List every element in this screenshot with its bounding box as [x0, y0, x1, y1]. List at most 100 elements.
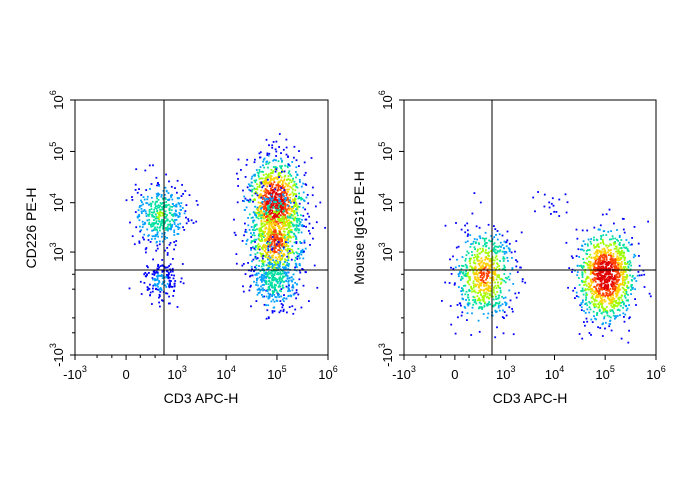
event-point	[158, 214, 160, 217]
event-point	[488, 301, 490, 303]
event-point	[601, 270, 604, 273]
event-point	[457, 245, 460, 248]
event-point	[262, 216, 265, 218]
event-point	[281, 200, 284, 202]
event-point	[243, 209, 246, 211]
event-point	[262, 171, 264, 173]
event-point	[276, 282, 279, 285]
event-point	[272, 225, 275, 228]
event-point	[617, 261, 620, 264]
event-point	[608, 275, 610, 278]
event-point	[273, 238, 276, 241]
event-point	[281, 159, 283, 162]
event-point	[272, 202, 275, 205]
event-point	[292, 199, 295, 202]
event-point	[162, 281, 165, 283]
event-point	[302, 206, 305, 209]
event-point	[631, 288, 634, 290]
y-axis-label: CD226 PE-H	[23, 188, 39, 269]
event-point	[503, 250, 506, 253]
event-point	[486, 262, 489, 265]
event-point	[599, 224, 602, 227]
event-point	[458, 272, 461, 275]
event-point	[589, 290, 592, 293]
event-point	[156, 217, 159, 220]
event-point	[596, 293, 599, 296]
event-point	[267, 262, 270, 264]
event-point	[600, 276, 603, 279]
event-point	[173, 274, 175, 277]
event-point	[601, 262, 603, 264]
event-point	[277, 215, 279, 218]
event-point	[278, 233, 281, 235]
event-point	[626, 261, 629, 263]
event-point	[280, 204, 283, 207]
event-point	[295, 211, 298, 214]
event-point	[146, 273, 148, 276]
event-point	[155, 207, 158, 210]
event-point	[244, 222, 246, 225]
event-point	[161, 235, 163, 238]
event-point	[165, 274, 168, 276]
event-point	[597, 267, 599, 270]
event-point	[601, 306, 604, 309]
event-point	[169, 223, 172, 225]
event-point	[284, 267, 287, 270]
event-point	[261, 222, 264, 225]
event-point	[287, 255, 290, 258]
event-point	[152, 211, 155, 214]
event-point	[272, 292, 274, 295]
event-point	[273, 310, 276, 313]
event-point	[125, 199, 128, 202]
event-point	[254, 192, 257, 195]
event-point	[479, 237, 482, 240]
event-point	[250, 184, 252, 187]
event-point	[272, 183, 275, 186]
event-point	[469, 265, 472, 268]
event-point	[489, 268, 492, 271]
event-point	[600, 254, 602, 257]
event-point	[498, 296, 500, 299]
event-point	[270, 255, 273, 258]
event-point	[268, 176, 271, 179]
event-point	[263, 283, 265, 286]
event-point	[294, 259, 296, 262]
event-point	[596, 249, 599, 252]
event-point	[610, 277, 612, 280]
event-point	[478, 301, 481, 304]
event-point	[279, 206, 282, 209]
event-point	[156, 197, 158, 200]
event-point	[302, 214, 305, 217]
event-point	[464, 257, 467, 260]
event-point	[279, 255, 281, 258]
event-point	[266, 309, 269, 312]
event-point	[298, 150, 300, 152]
event-point	[291, 305, 294, 308]
event-point	[252, 211, 255, 214]
event-point	[247, 199, 250, 202]
event-point	[618, 278, 620, 281]
event-point	[165, 229, 167, 231]
event-point	[274, 195, 276, 198]
event-point	[242, 285, 244, 288]
event-point	[595, 305, 598, 308]
event-point	[176, 233, 179, 235]
event-point	[474, 255, 477, 258]
event-point	[614, 242, 617, 245]
event-point	[292, 285, 294, 288]
event-point	[175, 225, 177, 227]
event-point	[272, 207, 275, 209]
event-point	[606, 268, 609, 271]
event-point	[606, 292, 609, 295]
event-point	[283, 207, 286, 210]
event-point	[286, 250, 289, 252]
event-point	[263, 205, 265, 208]
event-point	[592, 265, 595, 268]
event-point	[260, 285, 262, 288]
event-point	[263, 208, 265, 210]
event-point	[252, 219, 254, 222]
event-point	[277, 286, 280, 288]
event-point	[134, 211, 137, 213]
event-point	[612, 253, 615, 255]
event-point	[618, 283, 620, 286]
